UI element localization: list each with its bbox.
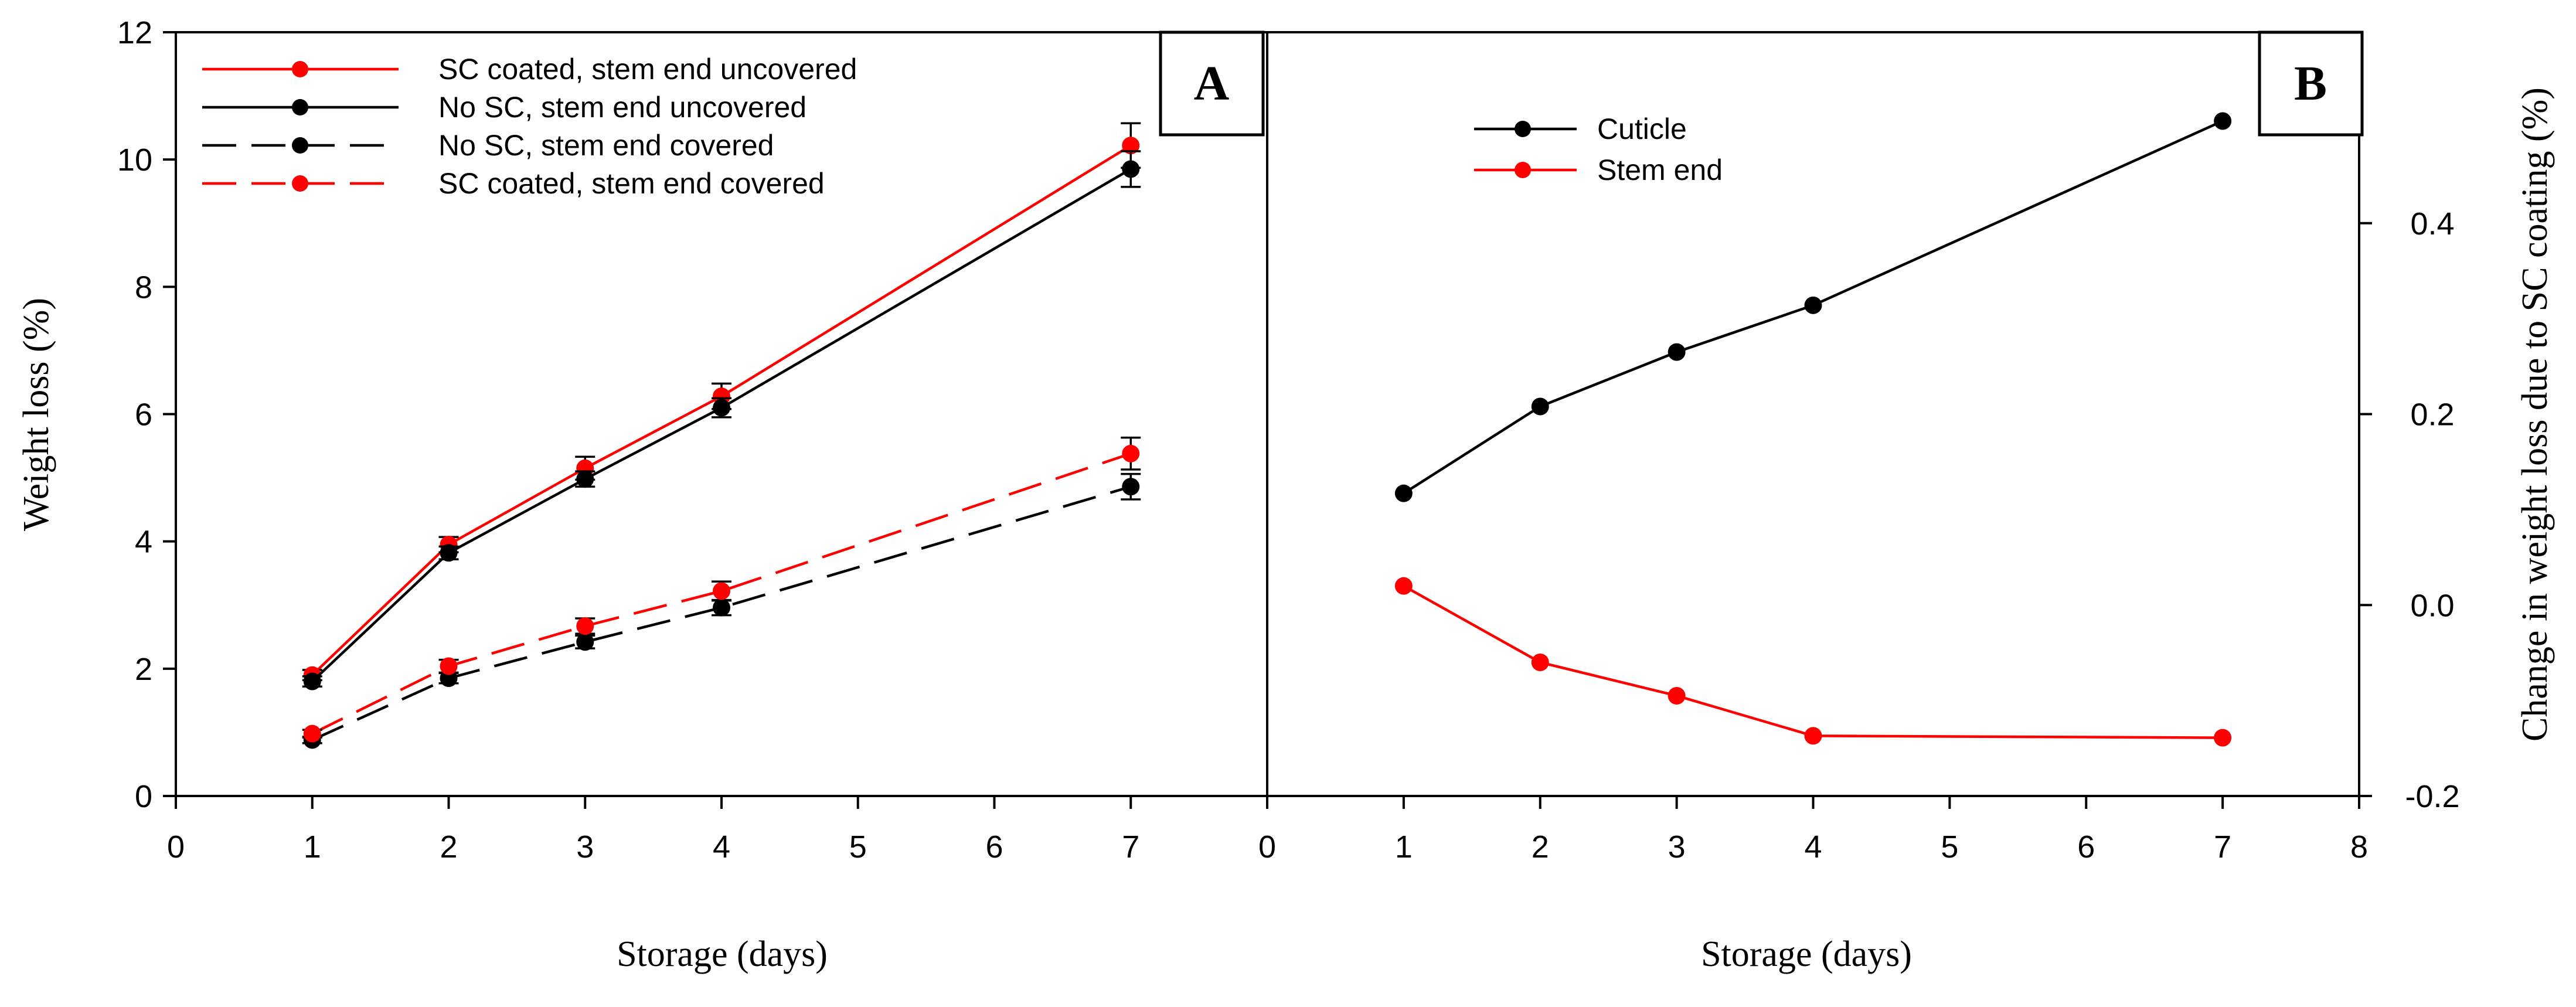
data-point-sc-coated-stem-end-covered xyxy=(440,657,458,675)
panel-b-x-tick-label: 6 xyxy=(2077,829,2095,865)
panel-a-x-tick-label: 7 xyxy=(1122,829,1139,865)
data-point-cuticle xyxy=(1394,484,1413,502)
legend-marker-sc-coated-stem-end-covered xyxy=(292,175,308,192)
panel-b-x-tick-label: 1 xyxy=(1395,829,1413,865)
panel-a-y-tick-label: 4 xyxy=(135,525,152,560)
panel-a-x-tick-label: 5 xyxy=(849,829,867,865)
panel-a-x-tick-label: 6 xyxy=(985,829,1003,865)
data-point-no-sc-stem-end-uncovered xyxy=(1122,160,1140,178)
legend-label-no-sc-stem-end-covered: No SC, stem end covered xyxy=(438,129,774,162)
panel-a-y-tick-label: 12 xyxy=(117,15,152,50)
data-point-sc-coated-stem-end-covered xyxy=(1122,444,1140,462)
data-point-no-sc-stem-end-uncovered xyxy=(440,544,458,562)
panel-b-y-tick-label: 0.0 xyxy=(2410,588,2454,623)
legend-label-cuticle: Cuticle xyxy=(1597,113,1687,145)
panel-b-y-tick-label: 0.4 xyxy=(2410,206,2454,241)
panel-b-y-axis-title: Change in weight loss due to SC coating … xyxy=(2515,87,2555,741)
data-point-no-sc-stem-end-covered xyxy=(1122,478,1140,496)
panel-b-label: B xyxy=(2294,56,2327,111)
data-point-stem-end xyxy=(2214,729,2232,747)
panel-a-label: A xyxy=(1194,56,1230,111)
panel-b-x-tick-label: 2 xyxy=(1532,829,1549,865)
series-line-sc-coated-stem-end-covered xyxy=(311,452,1131,735)
panel-b-x-tick-label: 0 xyxy=(1258,829,1276,865)
data-point-stem-end xyxy=(1668,686,1686,705)
panel-b-x-tick-label: 7 xyxy=(2214,829,2231,865)
data-point-stem-end xyxy=(1531,653,1549,671)
data-point-no-sc-stem-end-covered xyxy=(576,633,594,651)
legend-marker-cuticle xyxy=(1515,121,1531,137)
data-point-cuticle xyxy=(2214,112,2232,130)
data-point-sc-coated-stem-end-uncovered xyxy=(1122,137,1140,155)
data-point-stem-end xyxy=(1804,727,1822,745)
panel-b-x-tick-label: 3 xyxy=(1668,829,1686,865)
legend-marker-no-sc-stem-end-covered xyxy=(292,137,308,154)
data-point-cuticle xyxy=(1804,296,1822,314)
data-point-cuticle xyxy=(1668,343,1686,361)
panel-labels: A B xyxy=(1159,30,2364,137)
legend-marker-stem-end xyxy=(1515,162,1531,178)
data-point-sc-coated-stem-end-covered xyxy=(713,582,730,600)
legend-label-stem-end: Stem end xyxy=(1597,154,1723,186)
panel-a-y-axis-title: Weight loss (%) xyxy=(16,298,56,531)
panel-a-x-tick-label: 2 xyxy=(440,829,457,865)
panel-b-x-tick-label: 8 xyxy=(2350,829,2368,865)
panel-b-x-tick-label: 4 xyxy=(1804,829,1822,865)
panel-a-y-tick-label: 8 xyxy=(135,270,152,305)
data-point-no-sc-stem-end-covered xyxy=(440,669,458,688)
data-point-no-sc-stem-end-uncovered xyxy=(576,470,594,488)
data-point-cuticle xyxy=(1531,397,1549,416)
panel-a-x-tick-label: 3 xyxy=(576,829,594,865)
panel-b-label-box xyxy=(2258,30,2364,137)
panel-b-y-tick-label: 0.2 xyxy=(2410,397,2454,433)
panel-a-x-tick-label: 4 xyxy=(713,829,730,865)
legend-label-sc-coated-stem-end-uncovered: SC coated, stem end uncovered xyxy=(438,53,857,86)
data-point-no-sc-stem-end-covered xyxy=(713,598,730,617)
panel-b: 0 1 2 3 4 5 6 7 8 -0.2 0.0 0.2 0.4 Storage (days) Chan… xyxy=(1258,32,2555,974)
legend-marker-no-sc-stem-end-uncovered xyxy=(292,99,308,115)
panel-a-y-tick-label: 10 xyxy=(117,142,152,178)
series-line-no-sc-stem-end-covered xyxy=(311,485,1131,741)
panel-a-x-tick-label: 0 xyxy=(167,829,185,865)
panel-a-y-tick-label: 2 xyxy=(135,652,152,687)
panel-a-x-axis-title: Storage (days) xyxy=(617,934,828,974)
panel-b-x-axis-title: Storage (days) xyxy=(1701,934,1912,974)
legend-marker-sc-coated-stem-end-uncovered xyxy=(292,61,308,77)
data-point-no-sc-stem-end-uncovered xyxy=(303,672,321,690)
panel-b-y-tick-label: -0.2 xyxy=(2405,779,2459,814)
legend-label-sc-coated-stem-end-covered: SC coated, stem end covered xyxy=(438,167,825,200)
panel-a-x-tick-label: 1 xyxy=(304,829,321,865)
data-point-sc-coated-stem-end-covered xyxy=(576,617,594,635)
panel-a-label-box xyxy=(1159,30,1265,137)
data-point-stem-end xyxy=(1394,577,1413,595)
panel-a-y-tick-label: 6 xyxy=(135,397,152,433)
panel-b-x-tick-label: 5 xyxy=(1941,829,1958,865)
data-point-sc-coated-stem-end-covered xyxy=(303,724,321,743)
data-point-no-sc-stem-end-uncovered xyxy=(713,399,730,417)
panel-a-y-tick-label: 0 xyxy=(135,779,152,814)
legend-label-no-sc-stem-end-uncovered: No SC, stem end uncovered xyxy=(438,91,807,124)
